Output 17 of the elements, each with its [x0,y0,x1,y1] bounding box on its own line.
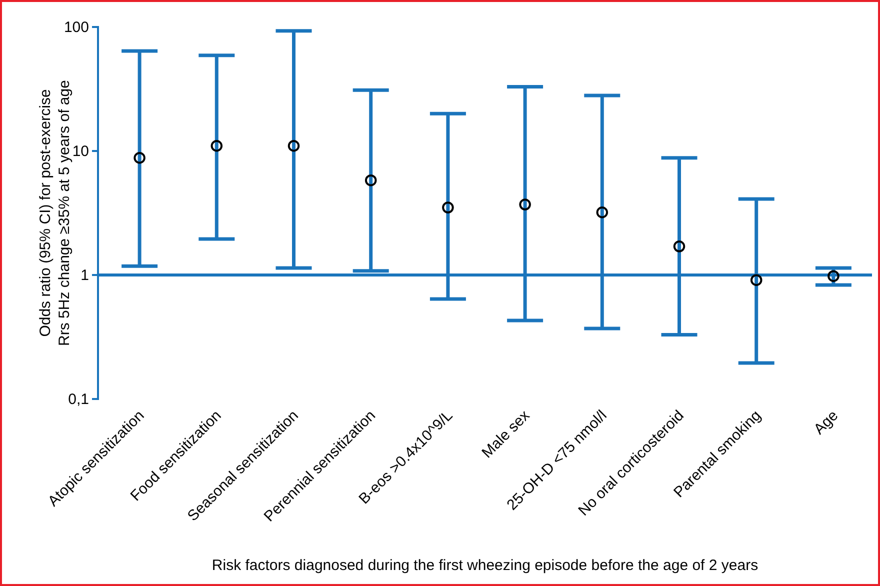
point [673,240,686,252]
point [134,152,146,164]
point [519,198,531,210]
y-tick-label: 100 [64,18,89,36]
point [750,274,762,286]
point [364,174,377,186]
y-tick-label: 1 [80,266,89,284]
point [596,206,608,218]
y-axis-title: Odds ratio (95% CI) for post-exercise Rrs 5Hz change ≥35% at 5 years of age [37,80,73,346]
point [442,202,454,214]
y-tick-label: 10 [72,142,89,160]
x-tick-label: Age [810,407,842,438]
x-axis-title: Risk factors diagnosed during the first wheezing episode before the age of 2 years [212,557,758,574]
y-tick-label: 0,1 [68,390,89,408]
point [210,140,223,152]
point [288,140,300,152]
point [828,270,840,282]
